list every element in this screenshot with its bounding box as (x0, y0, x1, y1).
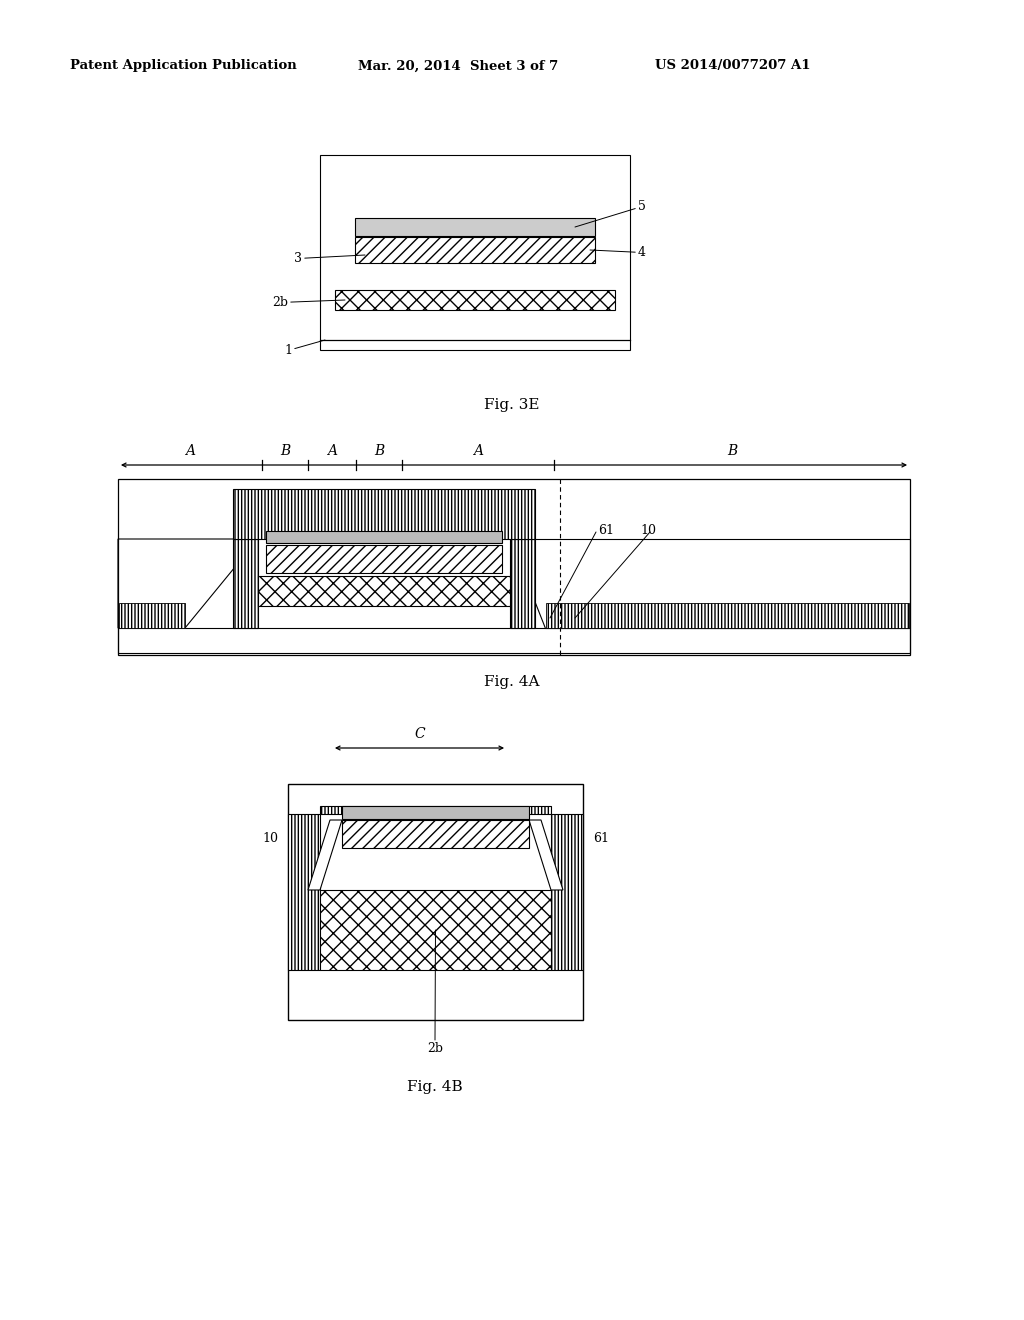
Bar (118, 628, 910, 653)
Polygon shape (118, 539, 258, 628)
Text: C: C (414, 727, 425, 741)
Bar (342, 807, 529, 818)
Text: B: B (280, 444, 290, 458)
Text: Fig. 3E: Fig. 3E (484, 399, 540, 412)
Bar (258, 576, 510, 606)
Text: A: A (185, 444, 195, 458)
Bar (355, 238, 595, 263)
Bar (266, 531, 502, 543)
Bar (233, 488, 535, 539)
Text: 61: 61 (598, 524, 614, 536)
Bar (551, 814, 583, 970)
Polygon shape (510, 539, 535, 628)
Polygon shape (510, 539, 910, 628)
Text: Mar. 20, 2014  Sheet 3 of 7: Mar. 20, 2014 Sheet 3 of 7 (358, 59, 558, 73)
Text: 2b: 2b (427, 1041, 443, 1055)
Text: 10: 10 (640, 524, 656, 536)
Text: B: B (727, 444, 737, 458)
Polygon shape (308, 820, 342, 890)
Polygon shape (529, 820, 563, 890)
Bar (355, 218, 595, 236)
Text: A: A (327, 444, 337, 458)
Text: Patent Application Publication: Patent Application Publication (70, 59, 297, 73)
Text: US 2014/0077207 A1: US 2014/0077207 A1 (655, 59, 811, 73)
Bar (119, 603, 185, 628)
Bar (288, 784, 583, 1020)
Text: B: B (374, 444, 384, 458)
Text: 5: 5 (575, 201, 646, 227)
Text: Fig. 4A: Fig. 4A (484, 675, 540, 689)
Bar (319, 154, 630, 350)
Text: 2b: 2b (272, 296, 345, 309)
Bar (335, 290, 615, 310)
Text: 4: 4 (590, 246, 646, 259)
Text: 1: 1 (284, 341, 325, 356)
Polygon shape (233, 539, 258, 628)
Text: 3: 3 (294, 252, 365, 265)
Bar (319, 807, 551, 814)
Text: A: A (473, 444, 483, 458)
Bar (319, 890, 551, 970)
Bar (118, 479, 910, 655)
Bar (266, 545, 502, 573)
Bar (546, 603, 909, 628)
Bar (288, 814, 319, 970)
Text: Fig. 4B: Fig. 4B (408, 1080, 463, 1094)
Bar (342, 820, 529, 847)
Text: 10: 10 (262, 832, 278, 845)
Text: 61: 61 (593, 832, 609, 845)
